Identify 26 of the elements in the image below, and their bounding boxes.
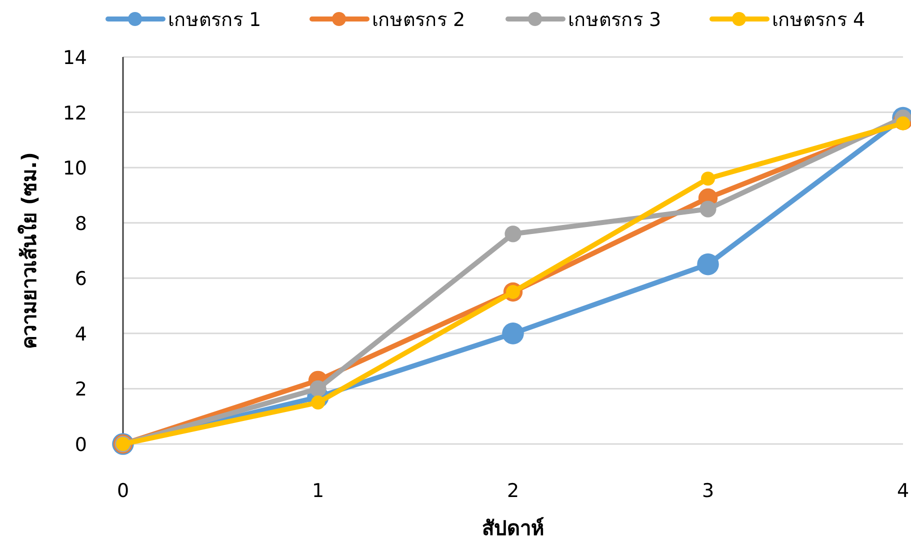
x-tick-label: 2 (506, 480, 520, 502)
point (700, 200, 716, 218)
x-tick-label: 3 (702, 480, 714, 502)
point (896, 116, 910, 130)
y-tick-label: 6 (74, 268, 87, 290)
legend-label: เกษตรกร 4 (772, 9, 866, 31)
legend-label: เกษตรกร 3 (568, 9, 662, 31)
point (502, 322, 524, 344)
point (504, 226, 522, 242)
y-tick-label: 12 (62, 102, 87, 124)
x-axis-title: สัปดาห์ (482, 516, 544, 540)
x-tick-label: 1 (312, 480, 324, 502)
y-tick-label: 8 (74, 212, 87, 235)
y-axis-title: ความยาวเส้นใย (ซม.) (17, 152, 41, 349)
point (697, 253, 719, 276)
x-tick-label: 4 (896, 480, 910, 502)
y-tick-label: 2 (74, 378, 87, 401)
point (310, 380, 326, 398)
point (701, 172, 715, 186)
x-tick-label: 0 (116, 480, 130, 502)
y-tick-label: 0 (74, 434, 87, 456)
legend-label: เกษตรกร 1 (168, 9, 262, 31)
legend-label: เกษตรกร 2 (372, 9, 466, 31)
y-tick-label: 4 (74, 323, 87, 346)
y-tick-label: 10 (62, 158, 87, 180)
y-tick-label: 14 (62, 47, 87, 69)
